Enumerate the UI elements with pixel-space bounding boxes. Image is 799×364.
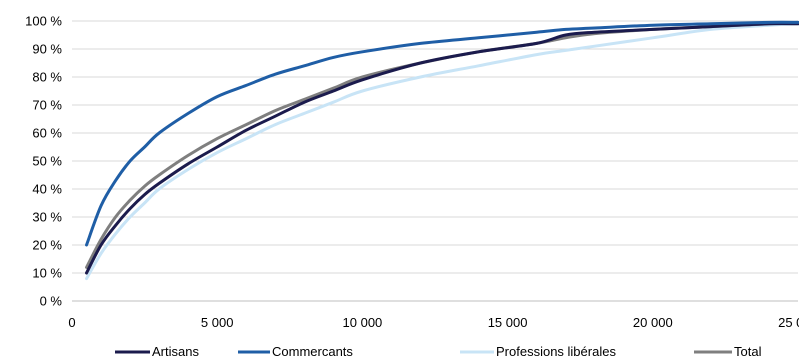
y-tick-label: 40 %: [32, 182, 62, 197]
x-tick-label: 20 000: [633, 315, 673, 330]
y-tick-label: 30 %: [32, 210, 62, 225]
y-tick-label: 0 %: [40, 294, 63, 309]
x-tick-label: 10 000: [343, 315, 383, 330]
x-tick-label: 5 000: [201, 315, 234, 330]
series-line-professions-lib-rales: [85, 22, 799, 281]
x-tick-label: 15 000: [488, 315, 528, 330]
y-tick-label: 10 %: [32, 266, 62, 281]
x-axis-tick-labels: 0 5 000 10 000 15 000 20 000 25 000: [68, 315, 799, 330]
x-tick-label: 0: [68, 315, 75, 330]
legend-label: Total: [734, 344, 762, 359]
series-lines: [85, 20, 799, 281]
y-axis-tick-labels: 0 % 10 % 20 % 30 % 40 % 50 % 60 % 70 % 80 % 90 % 1…: [25, 14, 62, 309]
y-tick-label: 70 %: [32, 98, 62, 113]
y-tick-label: 50 %: [32, 154, 62, 169]
y-tick-label: 60 %: [32, 126, 62, 141]
legend-label: Commercants: [272, 344, 353, 359]
legend: Artisans Commercants Professions libérales…: [115, 344, 762, 359]
legend-label: Professions libérales: [496, 344, 616, 359]
y-tick-label: 100 %: [25, 14, 62, 29]
legend-label: Artisans: [152, 344, 199, 359]
gridlines: [72, 20, 798, 274]
y-tick-label: 80 %: [32, 70, 62, 85]
y-tick-label: 90 %: [32, 42, 62, 57]
series-line-commercants: [85, 20, 799, 247]
x-tick-label: 25 000: [778, 315, 799, 330]
series-line-artisans: [85, 22, 799, 275]
y-tick-label: 20 %: [32, 238, 62, 253]
